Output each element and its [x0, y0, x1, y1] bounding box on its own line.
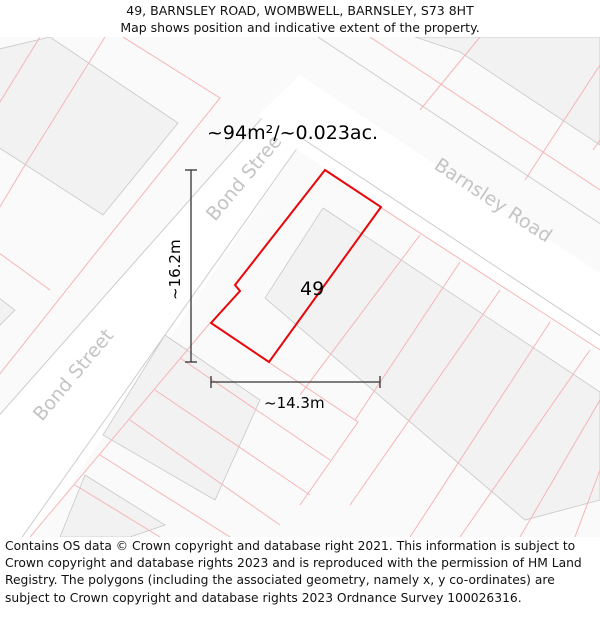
map-header: 49, BARNSLEY ROAD, WOMBWELL, BARNSLEY, S… [0, 0, 600, 39]
copyright-notice: Contains OS data © Crown copyright and d… [5, 539, 582, 605]
property-address: 49, BARNSLEY ROAD, WOMBWELL, BARNSLEY, S… [126, 3, 474, 18]
property-map[interactable]: Bond Stree Bond Street Barnsley Road 49 … [0, 37, 600, 537]
buildings [0, 37, 600, 537]
height-dimension-label: ~16.2m [166, 239, 184, 300]
map-subtitle: Map shows position and indicative extent… [120, 20, 480, 35]
area-label: ~94m²/~0.023ac. [207, 122, 378, 144]
parcel-lines [0, 37, 600, 537]
width-dimension-label: ~14.3m [264, 394, 325, 412]
property-boundary[interactable] [209, 168, 383, 364]
height-measure [185, 169, 197, 363]
width-measure [210, 376, 381, 388]
property-number-label: 49 [300, 278, 324, 300]
barnsley-road [258, 37, 600, 354]
